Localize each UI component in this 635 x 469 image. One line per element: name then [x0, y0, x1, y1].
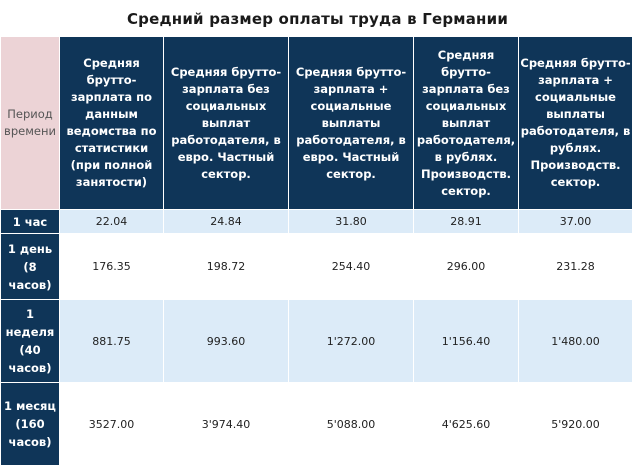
table-cell: 254.40 — [288, 233, 414, 300]
column-header-4: Средняя брутто-зарплата без социальных в… — [413, 36, 519, 210]
row-header: 1 месяц (160 часов) — [0, 382, 60, 466]
table-cell: 5'920.00 — [518, 382, 633, 466]
table-cell: 3527.00 — [59, 382, 164, 466]
header-row: Период времени Средняя брутто-зарплата п… — [0, 36, 633, 210]
row-header: 1 неделя (40 часов) — [0, 299, 60, 383]
table-cell: 22.04 — [59, 209, 164, 234]
page-title: Средний размер оплаты труда в Германии — [126, 10, 509, 28]
table-cell: 5'088.00 — [288, 382, 414, 466]
table-cell: 37.00 — [518, 209, 633, 234]
table-row: 1 час 22.04 24.84 31.80 28.91 37.00 — [0, 209, 633, 234]
table-row: 1 месяц (160 часов) 3527.00 3'974.40 5'0… — [0, 382, 633, 466]
salary-table: Период времени Средняя брутто-зарплата п… — [0, 36, 633, 466]
row-header: 1 день (8 часов) — [0, 233, 60, 300]
table-cell: 881.75 — [59, 299, 164, 383]
column-header-5: Средняя брутто-зарплата + социальные вып… — [518, 36, 633, 210]
corner-header: Период времени — [0, 36, 60, 210]
table-cell: 4'625.60 — [413, 382, 519, 466]
column-header-3: Средняя брутто-зарплата + социальные вып… — [288, 36, 414, 210]
table-cell: 993.60 — [163, 299, 289, 383]
table-cell: 28.91 — [413, 209, 519, 234]
row-header: 1 час — [0, 209, 60, 234]
table-cell: 176.35 — [59, 233, 164, 300]
table-row: 1 неделя (40 часов) 881.75 993.60 1'272.… — [0, 299, 633, 383]
table-cell: 1'156.40 — [413, 299, 519, 383]
column-header-2: Средняя брутто-зарплата без социальных в… — [163, 36, 289, 210]
table-cell: 31.80 — [288, 209, 414, 234]
table-cell: 3'974.40 — [163, 382, 289, 466]
table-cell: 24.84 — [163, 209, 289, 234]
table-cell: 1'480.00 — [518, 299, 633, 383]
table-cell: 296.00 — [413, 233, 519, 300]
table-cell: 198.72 — [163, 233, 289, 300]
table-cell: 231.28 — [518, 233, 633, 300]
table-row: 1 день (8 часов) 176.35 198.72 254.40 29… — [0, 233, 633, 300]
table-cell: 1'272.00 — [288, 299, 414, 383]
column-header-1: Средняя брутто-зарплата по данным ведомс… — [59, 36, 164, 210]
